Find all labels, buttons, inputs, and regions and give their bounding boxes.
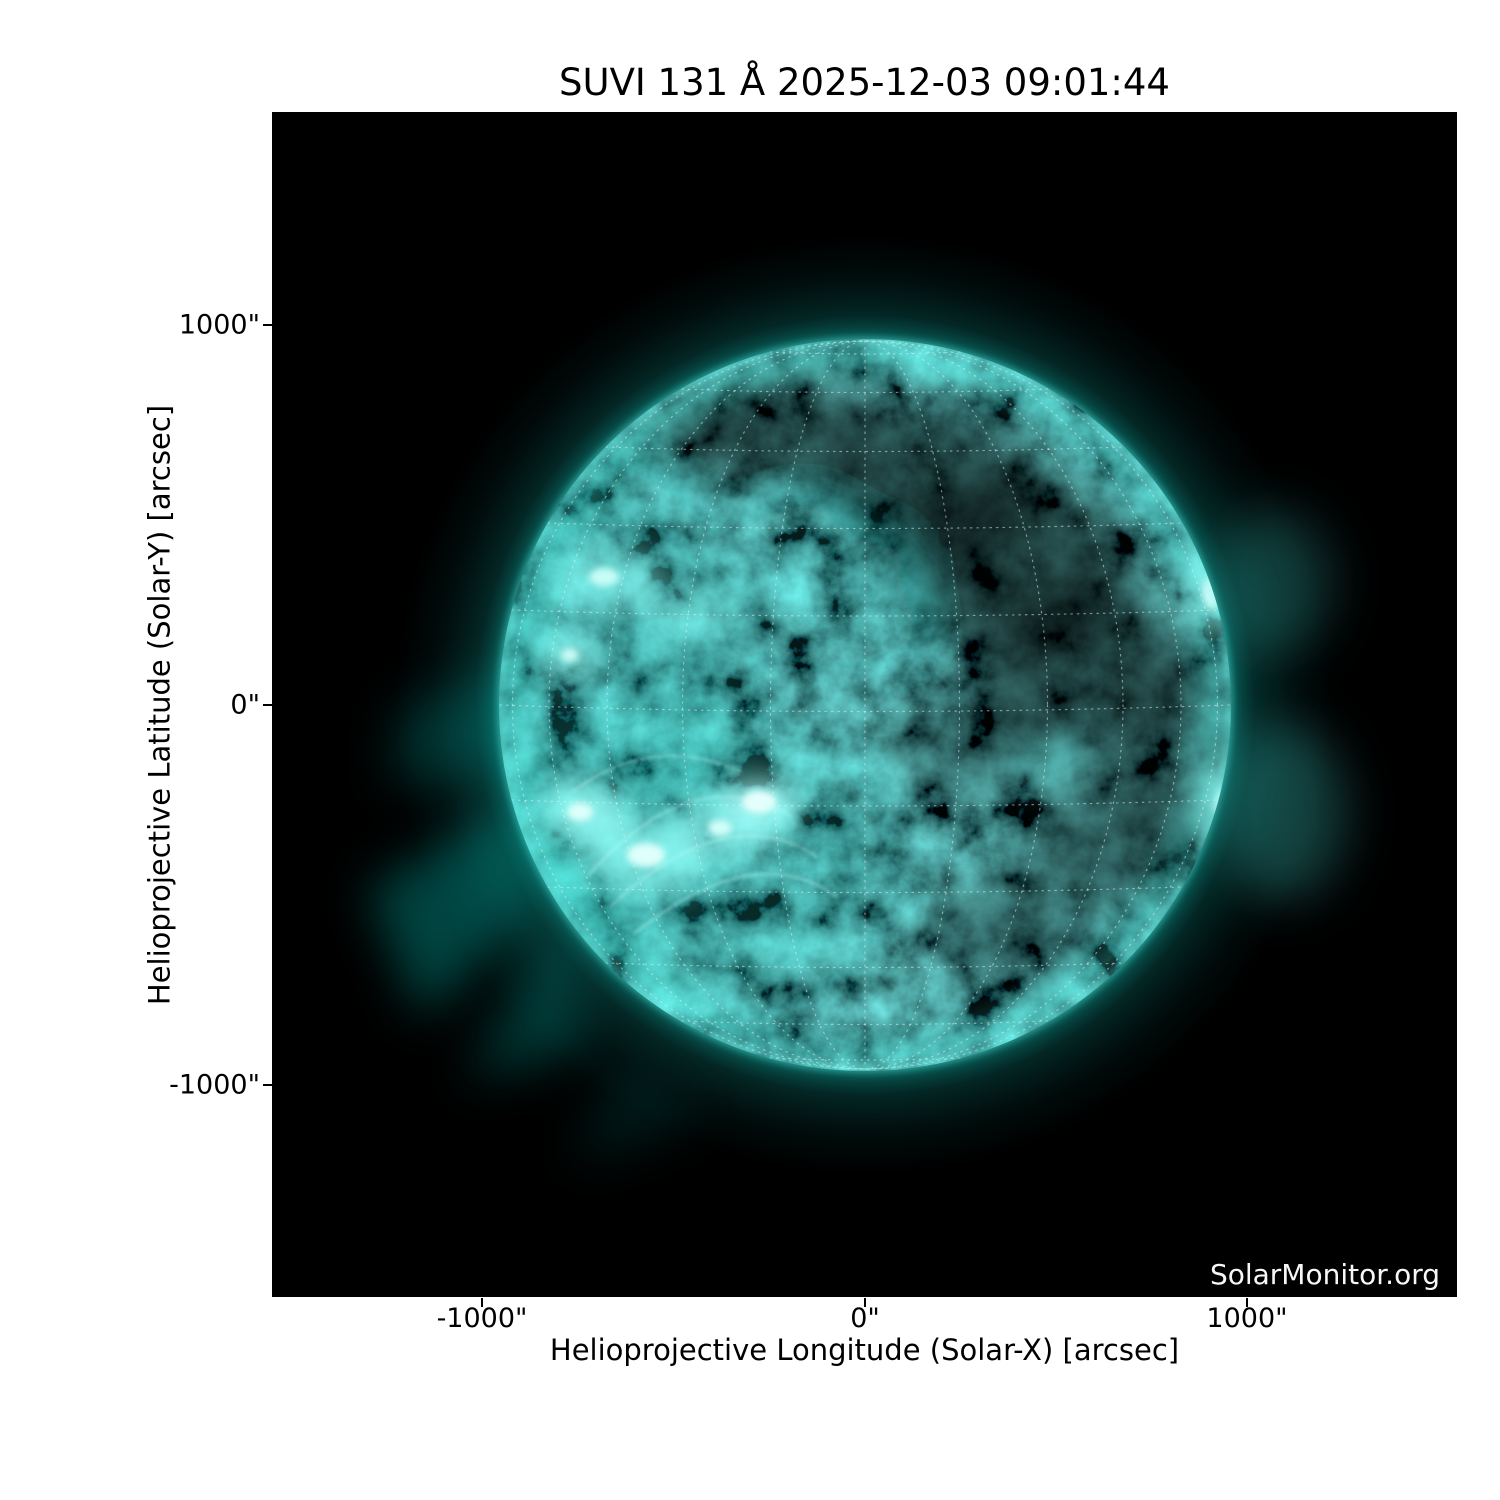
x-tick-label: -1000"	[436, 1303, 528, 1334]
y-tick-label: 1000"	[178, 309, 260, 341]
plot-area: SolarMonitor.org	[272, 112, 1457, 1297]
limb-rim	[495, 335, 1235, 1075]
x-axis-label: Helioprojective Longitude (Solar-X) [arc…	[549, 1333, 1180, 1367]
x-tick-mark	[864, 1298, 866, 1307]
y-axis-label: Helioprojective Latitude (Solar-Y) [arcs…	[142, 404, 177, 1006]
sun-image	[272, 112, 1457, 1297]
y-tick-label: 0"	[230, 689, 260, 721]
y-tick-mark	[263, 324, 272, 326]
x-tick-mark	[1246, 1298, 1248, 1307]
y-tick-mark	[263, 1084, 272, 1086]
x-tick-label: 1000"	[1206, 1303, 1288, 1334]
x-tick-label: 0"	[850, 1303, 880, 1334]
chart-title: SUVI 131 Å 2025-12-03 09:01:44	[559, 61, 1170, 104]
watermark-text: SolarMonitor.org	[1209, 1258, 1440, 1291]
coronal-streamers	[368, 510, 1346, 1164]
x-tick-mark	[481, 1298, 483, 1307]
y-tick-mark	[263, 704, 272, 706]
y-tick-label: -1000"	[169, 1069, 260, 1101]
